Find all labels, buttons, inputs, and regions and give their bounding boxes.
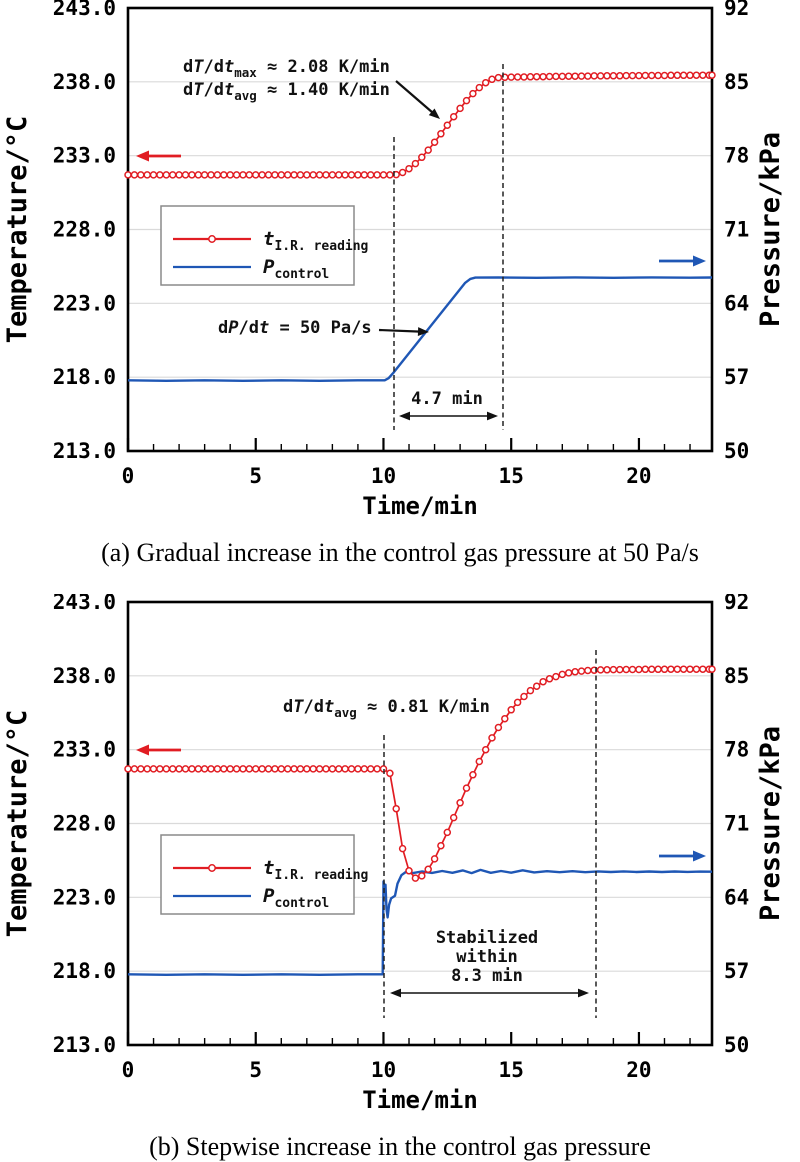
- arrow: [395, 80, 440, 119]
- y-left-tick-label: 233.0: [53, 144, 116, 168]
- annotation: 8.3 min: [451, 966, 523, 986]
- plot-frame: [126, 600, 714, 1047]
- x-axis-title: Time/min: [362, 492, 478, 520]
- chart-b: 0 5 10 15 20 243.0 238.0 233.0 228.0 223.0 218.0 21…: [2, 594, 786, 1114]
- y-left-tick-label: 228.0: [53, 218, 116, 242]
- y-left-tick-label: 218.0: [53, 959, 116, 983]
- annotation: dP/dt = 50 Pa/s: [218, 318, 372, 338]
- y-right-tick-label: 50: [724, 1033, 749, 1057]
- y-left-tick-label: 228.0: [53, 812, 116, 836]
- y-right-tick-label: 78: [724, 738, 749, 762]
- x-tick-label: 5: [249, 464, 262, 488]
- y-left-tick-label: 213.0: [53, 439, 116, 463]
- arrow: [399, 411, 498, 421]
- x-axis-title: Time/min: [362, 1086, 478, 1114]
- temperature-series: [124, 665, 716, 882]
- pressure-series: [127, 276, 713, 382]
- x-axis-ticks: 0 5 10 15 20: [122, 1032, 691, 1082]
- x-tick-label: 20: [626, 464, 651, 488]
- y-right-tick-label: 92: [724, 594, 749, 614]
- y-right-tick-label: 64: [724, 291, 749, 315]
- y-left-tick-label: 233.0: [53, 738, 116, 762]
- annotation: within: [456, 947, 517, 967]
- y-right-tick-label: 57: [724, 959, 749, 983]
- panel-a: 0 5 10 15 20 243.0 238.0 233.0 228.0 223.0 218.0 21…: [0, 0, 800, 568]
- y-axis-labels: 243.0 238.0 233.0 228.0 223.0 218.0 213.0 92 85 7…: [53, 594, 750, 1057]
- x-tick-label: 15: [499, 1058, 524, 1082]
- y-right-axis-title: Pressure/kPa: [755, 132, 786, 327]
- y-right-tick-label: 64: [724, 885, 749, 909]
- x-tick-label: 10: [371, 464, 396, 488]
- y-right-tick-label: 50: [724, 439, 749, 463]
- y-left-axis-title: Temperature/°C: [2, 710, 33, 938]
- arrow: [390, 988, 589, 998]
- panel-b: 0 5 10 15 20 243.0 238.0 233.0 228.0 223.0 218.0 21…: [0, 594, 800, 1162]
- annotation: Stabilized: [436, 928, 538, 948]
- y-right-tick-label: 85: [724, 664, 749, 688]
- arrow: [136, 150, 181, 162]
- arrow: [378, 327, 429, 336]
- caption-a: (a) Gradual increase in the control gas …: [101, 538, 699, 567]
- x-axis-ticks: 0 5 10 15 20: [122, 438, 691, 488]
- annotation: 4.7 min: [411, 389, 483, 409]
- y-left-tick-label: 218.0: [53, 365, 116, 389]
- x-tick-label: 20: [626, 1058, 651, 1082]
- x-tick-label: 15: [499, 464, 524, 488]
- plot-frame: [126, 6, 714, 453]
- caption-b: (b) Stepwise increase in the control gas…: [149, 1132, 651, 1161]
- y-left-axis-title: Temperature/°C: [2, 116, 33, 344]
- y-right-tick-label: 92: [724, 0, 749, 20]
- y-left-tick-label: 223.0: [53, 885, 116, 909]
- y-left-tick-label: 238.0: [53, 664, 116, 688]
- arrow: [659, 255, 706, 267]
- arrow: [136, 744, 181, 756]
- temperature-series: [124, 71, 716, 179]
- y-right-tick-label: 71: [724, 812, 749, 836]
- x-tick-label: 0: [122, 1058, 135, 1082]
- y-right-axis-title: Pressure/kPa: [755, 726, 786, 921]
- gridlines: [128, 675, 712, 972]
- annotation: dT/dtavg ≈ 1.40 K/min: [183, 80, 390, 103]
- y-left-tick-label: 223.0: [53, 291, 116, 315]
- y-right-tick-label: 71: [724, 218, 749, 242]
- legend-label: tI.R. reading: [263, 228, 368, 254]
- y-left-tick-label: 238.0: [53, 70, 116, 94]
- chart-a: 0 5 10 15 20 243.0 238.0 233.0 228.0 223.0 218.0 21…: [2, 0, 786, 520]
- y-left-tick-label: 243.0: [53, 594, 116, 614]
- y-left-tick-label: 213.0: [53, 1033, 116, 1057]
- annotation: dT/dtmax ≈ 2.08 K/min: [183, 57, 390, 80]
- y-left-tick-label: 243.0: [53, 0, 116, 20]
- x-tick-label: 10: [371, 1058, 396, 1082]
- y-right-tick-label: 57: [724, 365, 749, 389]
- x-tick-label: 5: [249, 1058, 262, 1082]
- y-right-tick-label: 78: [724, 144, 749, 168]
- arrow: [659, 850, 706, 862]
- y-axis-labels: 243.0 238.0 233.0 228.0 223.0 218.0 213.0 92 85 7…: [53, 0, 750, 463]
- legend-label: Pcontrol: [263, 885, 329, 911]
- legend-label: Pcontrol: [263, 256, 329, 282]
- y-right-tick-label: 85: [724, 70, 749, 94]
- x-tick-label: 0: [122, 464, 135, 488]
- legend-label: tI.R. reading: [263, 857, 368, 883]
- annotation: dT/dtavg ≈ 0.81 K/min: [283, 697, 490, 720]
- pressure-series: [127, 868, 713, 976]
